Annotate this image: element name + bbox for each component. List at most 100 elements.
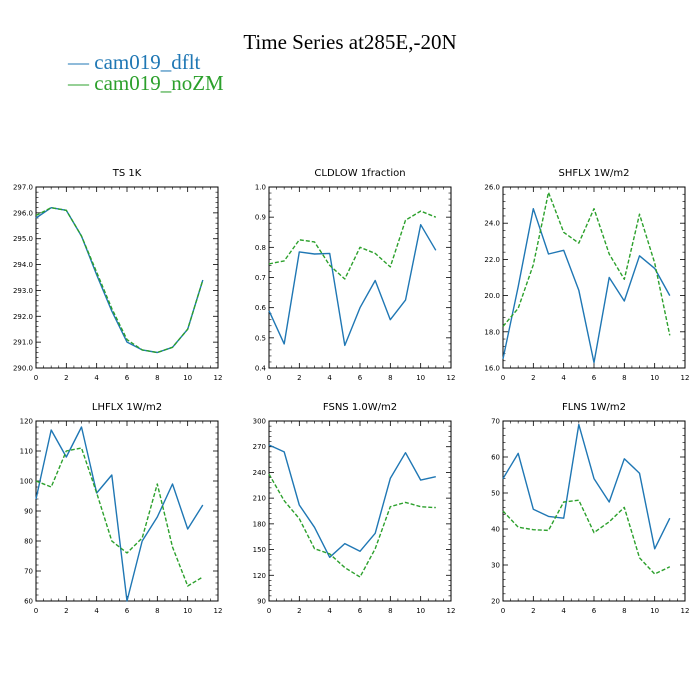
x-tick-label: 12 [681, 607, 690, 615]
x-tick-label: 0 [501, 374, 505, 382]
y-tick-label: 20.0 [484, 292, 500, 300]
y-tick-label: 110 [20, 448, 33, 456]
legend-label-dflt: cam019_dflt [94, 50, 201, 74]
series-line-dflt [35, 206, 204, 354]
y-tick-label: 0.6 [255, 304, 267, 312]
y-tick-label: 16.0 [484, 365, 500, 373]
panel-title: FSNS 1.0W/m2 [323, 402, 397, 413]
x-tick-label: 10 [416, 607, 425, 615]
chart-panel-5: FLNS 1W/m2 0 2 4 6 8 10 12 20 30 40 50 60 70 [491, 402, 689, 615]
panel-title: LHFLX 1W/m2 [92, 402, 162, 413]
x-tick-label: 0 [34, 607, 38, 615]
chart-panel-1: CLDLOW 1fraction 0 2 4 6 8 10 12 0.4 0.5 0.6 0.7 0.8… [255, 168, 456, 382]
y-tick-label: 292.0 [13, 313, 33, 321]
chart-panel-0: TS 1K 0 2 4 6 8 10 12 290.0 291.0 292.0 293.0 294.0 2… [13, 168, 223, 382]
y-tick-label: 0.5 [255, 334, 266, 342]
x-tick-label: 8 [622, 374, 626, 382]
y-tick-label: 180 [253, 520, 266, 528]
x-tick-label: 4 [327, 374, 332, 382]
y-tick-label: 24.0 [484, 220, 500, 228]
x-tick-label: 4 [561, 374, 566, 382]
y-tick-label: 291.0 [13, 339, 33, 347]
series-line-dflt [268, 444, 436, 558]
y-tick-label: 80 [24, 538, 33, 546]
x-tick-label: 0 [501, 607, 505, 615]
y-tick-label: 0.9 [255, 214, 266, 222]
x-tick-label: 8 [388, 607, 392, 615]
x-tick-label: 6 [592, 607, 597, 615]
x-tick-label: 8 [622, 607, 626, 615]
series-line-dflt [502, 423, 671, 550]
y-tick-label: 30 [491, 562, 500, 570]
plot-frame [268, 186, 452, 369]
series-line-dflt [268, 223, 437, 347]
series-line-nozm [502, 499, 671, 575]
x-tick-label: 12 [447, 607, 456, 615]
x-tick-label: 10 [650, 607, 659, 615]
y-tick-label: 293.0 [13, 287, 33, 295]
panel-title: CLDLOW 1fraction [314, 168, 405, 179]
x-tick-label: 8 [155, 607, 159, 615]
y-tick-label: 300 [253, 418, 266, 426]
figure-title: Time Series at285E,-20N [243, 30, 457, 54]
y-tick-label: 70 [491, 418, 500, 426]
x-tick-label: 10 [650, 374, 659, 382]
panel-title: TS 1K [112, 168, 142, 179]
plot-frame [502, 420, 686, 602]
panel-title: FLNS 1W/m2 [562, 402, 626, 413]
plot-frame [35, 420, 219, 602]
x-tick-label: 2 [297, 374, 301, 382]
y-tick-label: 290.0 [13, 365, 33, 373]
y-tick-label: 50 [491, 490, 500, 498]
series-line-nozm [35, 206, 204, 354]
legend-line-dflt: — [68, 50, 89, 74]
y-tick-label: 100 [20, 478, 33, 486]
x-tick-label: 10 [416, 374, 425, 382]
series-line-nozm [35, 447, 204, 587]
chart-panel-2: SHFLX 1W/m2 0 2 4 6 8 10 12 16.0 18.0 20.0 22.0 24.0… [484, 168, 689, 382]
legend-line-nozm: — [68, 71, 89, 95]
x-tick-label: 6 [592, 374, 597, 382]
x-tick-label: 2 [531, 374, 535, 382]
y-tick-label: 297.0 [13, 184, 33, 192]
x-tick-label: 6 [358, 607, 363, 615]
x-tick-label: 10 [183, 607, 192, 615]
legend-entry-nozm: — cam019_noZM [68, 71, 224, 96]
series-line-dflt [35, 426, 204, 602]
chart-panel-3: LHFLX 1W/m2 0 2 4 6 8 10 12 60 70 80 90 100 110 120 [20, 402, 223, 615]
series-line-nozm [268, 210, 437, 280]
x-tick-label: 6 [125, 607, 130, 615]
y-tick-label: 0.4 [255, 365, 267, 373]
y-tick-label: 40 [491, 526, 500, 534]
x-tick-label: 4 [94, 374, 99, 382]
legend-entry-dflt: — cam019_dflt [68, 50, 200, 75]
y-tick-label: 120 [253, 572, 266, 580]
y-tick-label: 22.0 [484, 256, 500, 264]
series-line-nozm [502, 191, 671, 336]
series-line-nozm [268, 473, 436, 578]
y-tick-label: 60 [24, 598, 33, 606]
y-tick-label: 26.0 [484, 184, 500, 192]
x-tick-label: 0 [267, 374, 271, 382]
x-tick-label: 12 [681, 374, 690, 382]
x-tick-label: 4 [94, 607, 99, 615]
x-tick-label: 8 [155, 374, 159, 382]
y-tick-label: 294.0 [13, 261, 33, 269]
x-tick-label: 2 [297, 607, 301, 615]
panel-title: SHFLX 1W/m2 [559, 168, 630, 179]
x-tick-label: 4 [561, 607, 566, 615]
legend-label-nozm: cam019_noZM [94, 71, 224, 95]
x-tick-label: 2 [531, 607, 535, 615]
y-tick-label: 120 [20, 418, 33, 426]
x-tick-label: 6 [358, 374, 363, 382]
y-tick-label: 0.7 [255, 274, 266, 282]
x-tick-label: 0 [34, 374, 38, 382]
y-tick-label: 90 [24, 508, 33, 516]
y-tick-label: 240 [253, 469, 266, 477]
y-tick-label: 270 [253, 443, 266, 451]
y-tick-label: 90 [257, 598, 266, 606]
x-tick-label: 2 [64, 374, 68, 382]
y-tick-label: 150 [253, 546, 266, 554]
y-tick-label: 295.0 [13, 235, 33, 243]
